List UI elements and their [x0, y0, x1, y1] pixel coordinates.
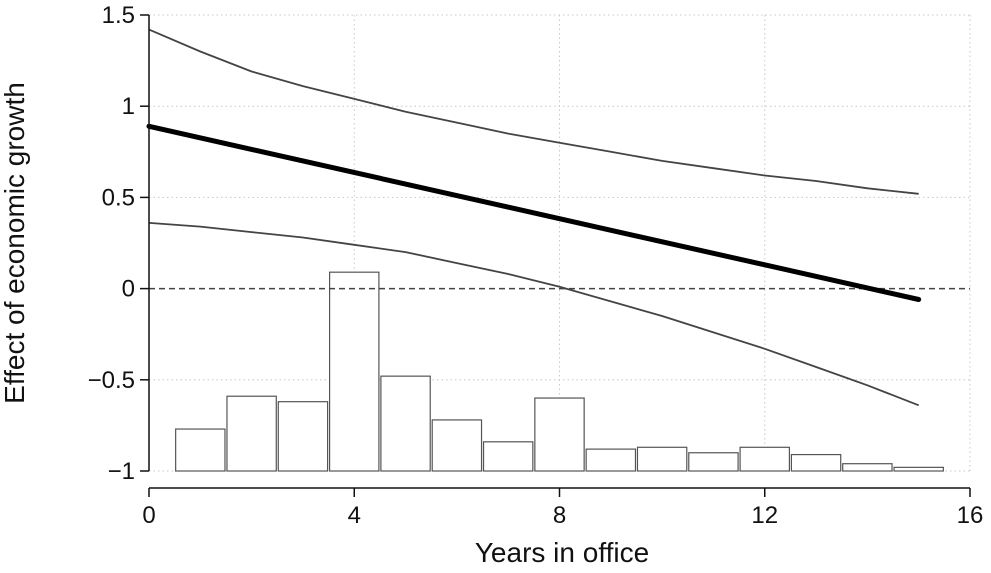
- histogram-bar-14: [893, 466, 944, 472]
- histogram-bar-13: [842, 463, 893, 472]
- lower-bound-line: [148, 222, 920, 407]
- x-tick-label-0: 0: [142, 502, 155, 529]
- estimate-layer: [146, 123, 922, 302]
- y-tick-label-4: −0.5: [88, 367, 135, 394]
- y-tick-label-0: 1.5: [102, 2, 135, 29]
- histogram-bar-8: [585, 448, 637, 472]
- histogram-bar-11: [739, 446, 791, 472]
- y-tick-label-2: 0.5: [102, 184, 135, 211]
- histogram-bar-7: [534, 397, 585, 472]
- histogram-bar-3: [328, 271, 380, 472]
- histogram-bar-9: [636, 446, 688, 472]
- x-tick-label-3: 12: [751, 502, 778, 529]
- upper-bound-line: [148, 28, 919, 195]
- y-tick-label-3: 0: [122, 276, 135, 303]
- x-tick-label-2: 8: [553, 502, 566, 529]
- x-tick-label-1: 4: [348, 502, 361, 529]
- histogram-bar-2: [277, 401, 329, 472]
- estimate-line: [146, 123, 922, 302]
- histogram-bar-6: [482, 441, 534, 472]
- histogram-bar-5: [431, 419, 483, 472]
- x-tick-label-4: 16: [957, 502, 984, 529]
- histogram-bar-10: [688, 452, 739, 472]
- y-tick-label-5: −1: [108, 458, 135, 485]
- histogram-bar-1: [226, 395, 277, 472]
- confidence-interval-layer: [148, 28, 920, 407]
- y-axis-label: Effect of economic growth: [0, 82, 30, 404]
- x-axis-label: Years in office: [475, 537, 649, 568]
- y-axis-ticks: 1.5 1 0.5 0 −0.5 −1: [88, 2, 149, 485]
- x-axis-ticks: 0 4 8 12 16: [142, 488, 983, 529]
- histogram-bar-4: [380, 375, 431, 472]
- histogram-bar-0: [175, 428, 226, 472]
- histogram-bar-12: [790, 453, 842, 472]
- y-tick-label-1: 1: [122, 93, 135, 120]
- histogram-layer: [175, 271, 944, 472]
